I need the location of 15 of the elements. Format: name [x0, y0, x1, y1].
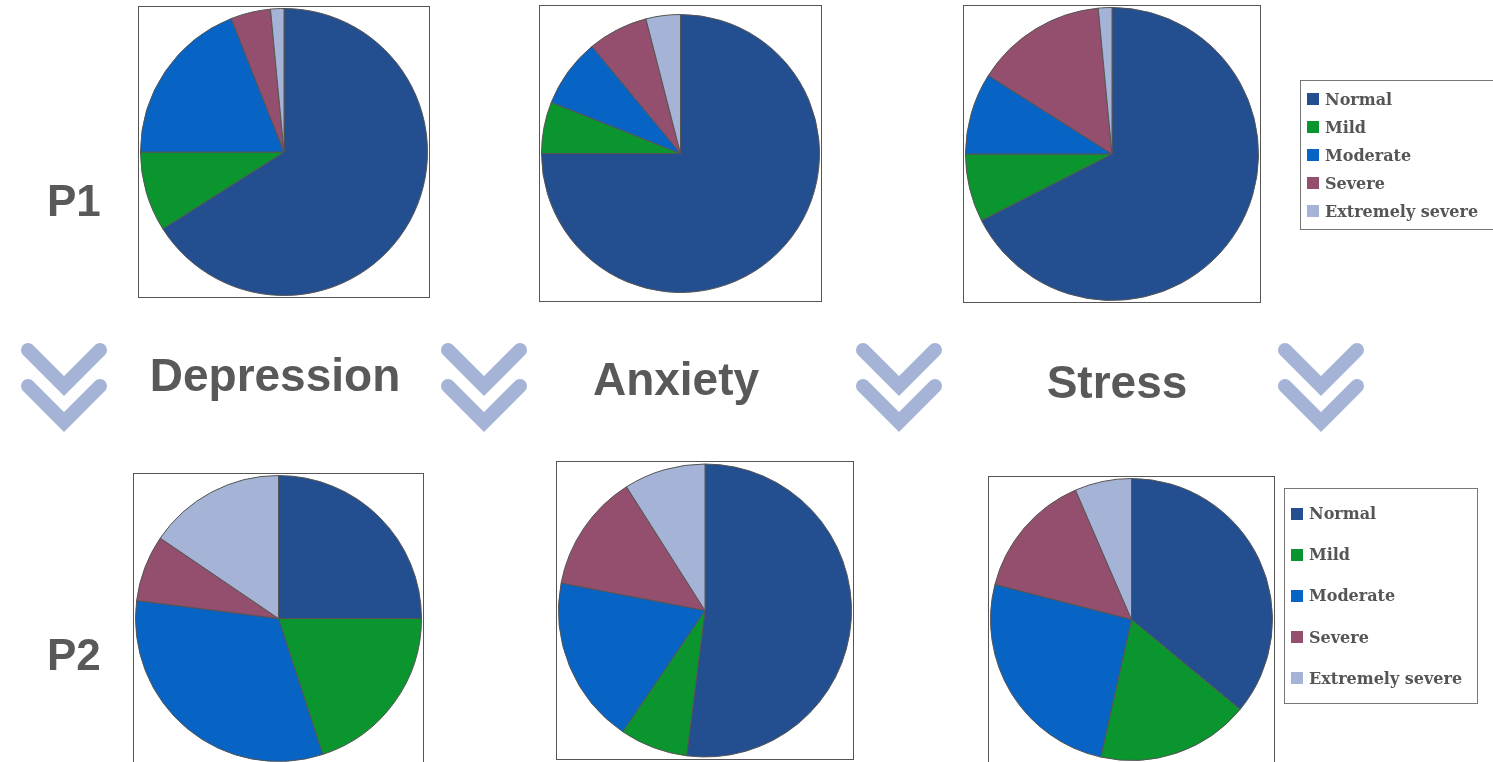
legend-label: Mild: [1325, 117, 1367, 137]
text: Depression: [149, 348, 401, 402]
legend-label: Extremely severe: [1309, 668, 1463, 688]
legend-label: Extremely severe: [1325, 201, 1479, 221]
legend-label: Severe: [1309, 627, 1369, 647]
legend-label: Normal: [1309, 504, 1377, 524]
text: P2: [47, 630, 101, 680]
legend-label: Severe: [1325, 173, 1385, 193]
text: Anxiety: [592, 352, 760, 406]
legend-label: Moderate: [1325, 145, 1412, 165]
legend-label: Mild: [1309, 545, 1351, 565]
text: P1: [47, 176, 101, 226]
legend-label: Normal: [1325, 89, 1393, 109]
legend-label: Moderate: [1309, 586, 1396, 606]
text: Stress: [1046, 355, 1188, 409]
